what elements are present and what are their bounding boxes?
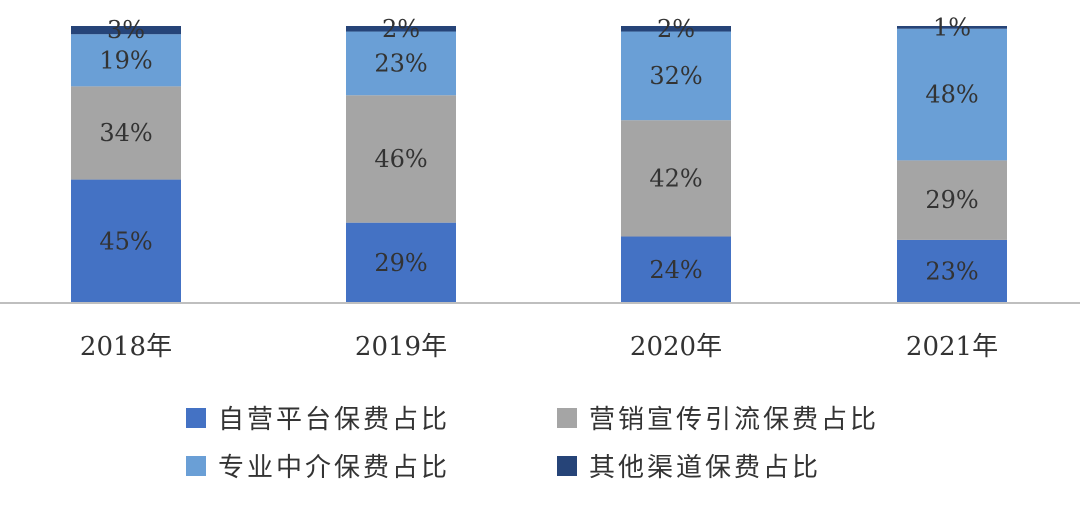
data-label: 2% — [657, 15, 695, 43]
data-label: 45% — [99, 227, 152, 255]
data-label: 3% — [107, 16, 145, 44]
legend-swatch — [557, 408, 577, 428]
data-label: 32% — [649, 62, 702, 90]
data-label: 29% — [925, 186, 978, 214]
legend-swatch — [557, 456, 577, 476]
bar-segment — [71, 34, 181, 87]
x-tick-label: 2021年 — [906, 332, 998, 362]
bar-segment — [71, 179, 181, 303]
data-label: 48% — [925, 81, 978, 109]
bar-segment — [346, 222, 456, 303]
data-label: 42% — [649, 164, 702, 192]
bar-segment — [897, 239, 1007, 303]
bar-segment — [897, 28, 1007, 161]
data-label: 23% — [925, 257, 978, 285]
bar-segment — [346, 26, 456, 32]
data-label: 23% — [374, 49, 427, 77]
legend-label: 专业中介保费占比 — [218, 453, 450, 483]
data-label: 29% — [374, 249, 427, 277]
bar-segment — [621, 31, 731, 121]
data-label: 2% — [382, 15, 420, 43]
bar-segment — [621, 236, 731, 303]
data-label: 34% — [99, 119, 152, 147]
bar-segment — [346, 31, 456, 96]
bar-segment — [897, 26, 1007, 29]
legend-label: 自营平台保费占比 — [218, 405, 450, 435]
legend-label: 营销宣传引流保费占比 — [589, 405, 879, 435]
bar-segment — [71, 86, 181, 180]
data-label: 46% — [374, 145, 427, 173]
legend-swatch — [186, 456, 206, 476]
bar-segment — [346, 95, 456, 223]
x-tick-label: 2020年 — [630, 332, 722, 362]
bar-segment — [621, 26, 731, 32]
x-tick-label: 2018年 — [80, 332, 172, 362]
x-tick-label: 2019年 — [355, 332, 447, 362]
bar-segment — [897, 160, 1007, 240]
data-label: 24% — [649, 256, 702, 284]
legend-label: 其他渠道保费占比 — [589, 453, 821, 483]
bars-layer: 45% 34% 19%3% 29% 46% 23% 2% 24% 42% 32% 2% 23% 29% 4… — [71, 13, 1007, 303]
x-tick-labels: 2018年 2019年 2020年 2021年 — [80, 332, 998, 362]
data-label: 19% — [99, 46, 152, 74]
bar-segment — [621, 120, 731, 237]
legend-swatch — [186, 408, 206, 428]
bar-segment — [71, 26, 181, 35]
data-label: 1% — [933, 13, 971, 41]
